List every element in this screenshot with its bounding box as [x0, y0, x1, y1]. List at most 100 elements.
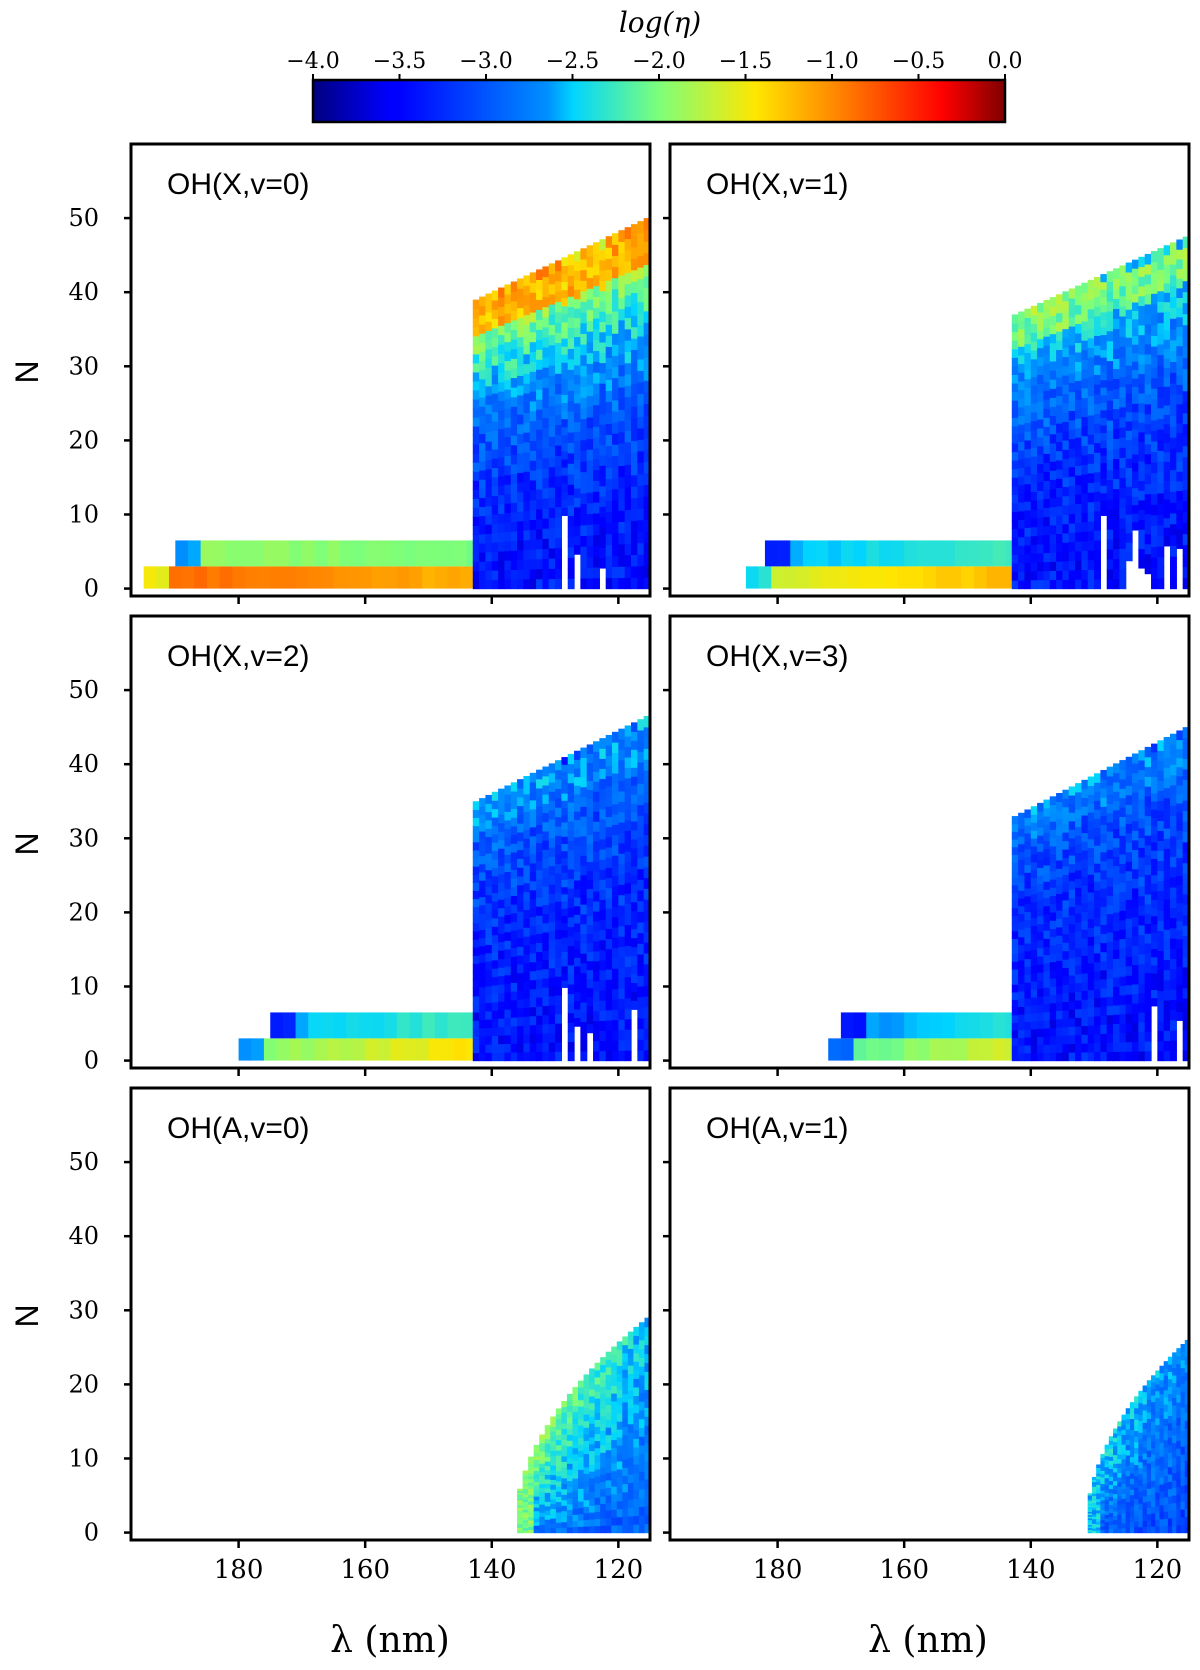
curve-cell [633, 1343, 640, 1354]
region-cell [599, 909, 607, 921]
region-cell [624, 294, 632, 307]
curve-cell [594, 1475, 601, 1484]
region-cell [1049, 928, 1057, 938]
colorbar-tick-label: −0.5 [892, 49, 945, 74]
region-cell [1157, 830, 1165, 842]
region-cell [637, 335, 645, 349]
curve-cell [1096, 1521, 1101, 1525]
curve-cell [589, 1518, 596, 1527]
curve-cell [638, 1383, 646, 1393]
region-cell [618, 420, 626, 433]
region-cell [1037, 810, 1045, 820]
curve-cell [1096, 1512, 1101, 1517]
curve-cell [1125, 1522, 1131, 1529]
curve-cell [1121, 1473, 1127, 1480]
region-cell [1106, 380, 1114, 391]
region-cell [548, 1032, 556, 1043]
region-cell [517, 796, 525, 807]
region-cell [1062, 421, 1070, 432]
region-cell [561, 507, 569, 516]
region-cell [536, 769, 544, 780]
region-cell [567, 411, 575, 423]
region-cell [504, 493, 512, 504]
region-cell [1068, 288, 1076, 299]
region-cell [1030, 553, 1038, 563]
region-cell [536, 987, 544, 998]
curve-cell [1100, 1463, 1106, 1468]
region-cell [1011, 953, 1019, 962]
region-cell [536, 279, 544, 290]
region-cell [1182, 456, 1190, 469]
region-cell [485, 579, 493, 590]
region-cell [1068, 1052, 1076, 1062]
region-cell [605, 291, 613, 303]
curve-cell [1134, 1515, 1139, 1522]
region-cell [472, 947, 480, 956]
curve-cell [561, 1494, 568, 1501]
region-cell [593, 566, 600, 579]
region-cell [1170, 383, 1177, 395]
curve-cell [1108, 1496, 1114, 1502]
region-cell [1163, 292, 1171, 303]
region-cell [1011, 831, 1019, 840]
region-cell [1049, 533, 1057, 544]
region-cell [561, 321, 569, 331]
curve-cell [1163, 1432, 1169, 1441]
region-cell [504, 923, 512, 933]
region-cell [1087, 803, 1095, 813]
region-cell [504, 931, 512, 941]
region-cell [1132, 386, 1139, 396]
curve-cell [555, 1413, 562, 1420]
curve-cell [517, 1503, 524, 1506]
curve-cell [544, 1501, 551, 1507]
region-cell [1068, 794, 1076, 805]
curve-cell [561, 1477, 568, 1484]
region-cell [1056, 423, 1064, 433]
curve-cell [1134, 1407, 1139, 1414]
region-cell [1087, 463, 1095, 474]
region-cell [1163, 828, 1171, 839]
curve-cell [528, 1481, 535, 1486]
region-cell [561, 442, 569, 452]
region-cell [548, 791, 556, 802]
region-cell [498, 992, 506, 1002]
region-cell [548, 456, 556, 468]
region-cell [1182, 379, 1190, 392]
curve-cell [544, 1438, 551, 1444]
region-cell [1132, 318, 1139, 328]
region-cell [523, 422, 531, 433]
curve-cell [1117, 1463, 1123, 1469]
curve-cell [528, 1526, 535, 1531]
region-cell [1056, 542, 1064, 553]
region-cell [1068, 966, 1076, 976]
region-cell [1163, 329, 1171, 340]
region-cell [479, 847, 487, 857]
region-cell [1056, 524, 1064, 535]
region-cell [1018, 320, 1026, 330]
region-cell [485, 828, 493, 838]
region-cell [561, 872, 569, 880]
panel-title: OH(X,v=0) [167, 168, 310, 201]
region-cell [1011, 838, 1019, 848]
region-cell [1011, 400, 1019, 410]
curve-cell [1129, 1402, 1135, 1409]
region-cell [1138, 412, 1146, 423]
region-cell [498, 1052, 506, 1062]
curve-cell [1155, 1424, 1161, 1432]
region-cell [1138, 953, 1146, 965]
region-cell [491, 968, 499, 978]
region-cell [1106, 419, 1114, 431]
curve-cell [578, 1450, 585, 1458]
region-cell [1075, 973, 1083, 984]
region-cell [586, 406, 594, 418]
region-cell [1094, 403, 1101, 414]
region-cell [567, 983, 575, 995]
region-cell [1094, 872, 1101, 882]
region-cell [1030, 305, 1038, 316]
region-cell [1138, 759, 1146, 771]
region-cell [567, 358, 575, 370]
curve-cell [1159, 1365, 1165, 1374]
curve-cell [572, 1478, 579, 1485]
region-cell [1132, 887, 1139, 899]
region-cell [1182, 1008, 1190, 1020]
